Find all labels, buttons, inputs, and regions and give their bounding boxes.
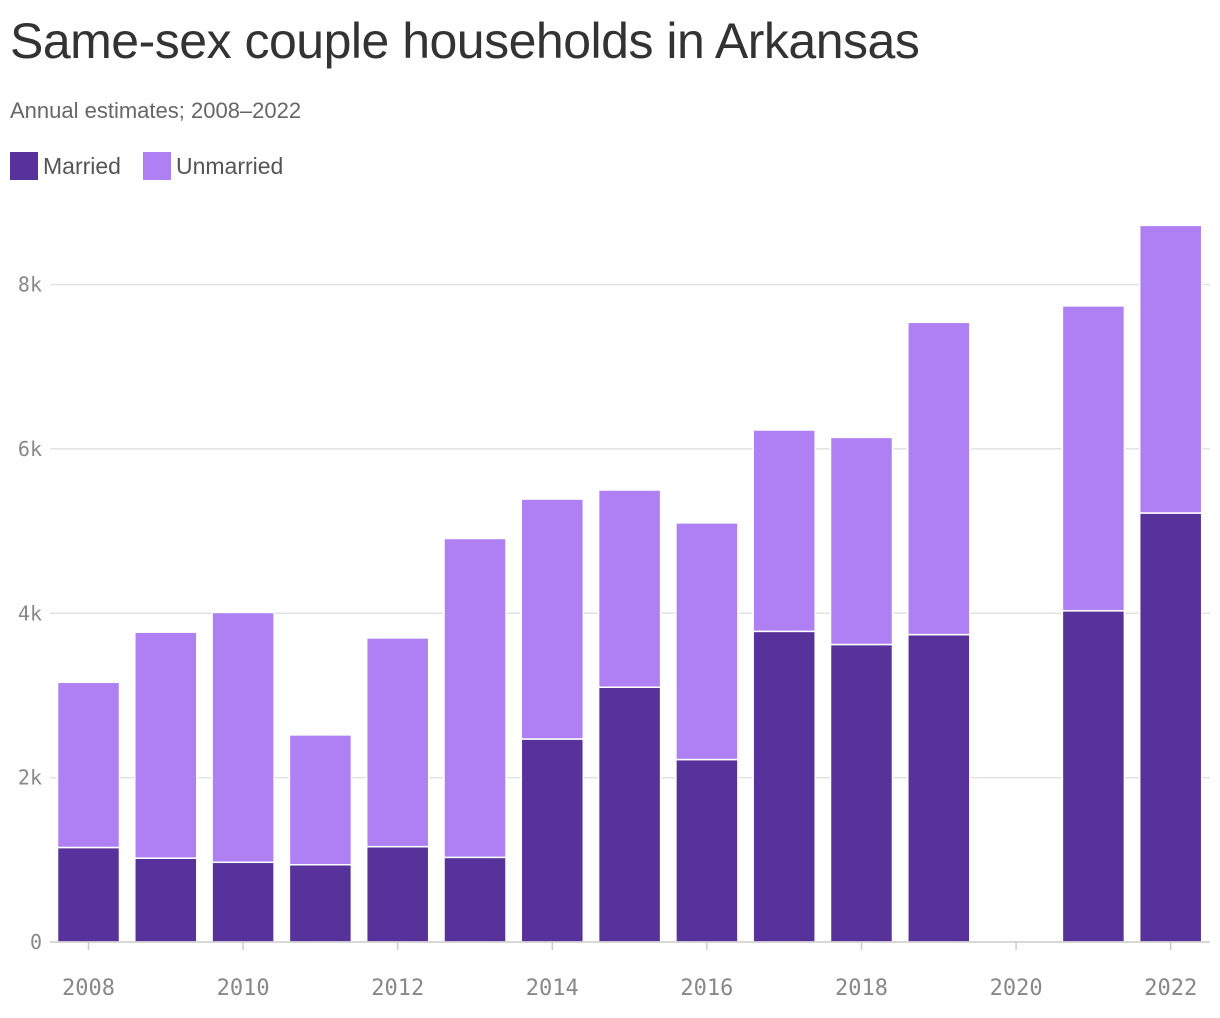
bar-married-2016 xyxy=(675,758,739,943)
legend-label-married: Married xyxy=(43,152,121,179)
bar-unmarried-2022 xyxy=(1138,224,1203,514)
bar-married-2017 xyxy=(752,630,816,943)
bar-married-2011 xyxy=(288,863,353,943)
bar-unmarried-2010 xyxy=(211,611,275,864)
y-tick-label: 4k xyxy=(18,601,42,625)
bar-married-2009 xyxy=(134,857,198,943)
bar-unmarried-2016 xyxy=(675,522,739,761)
bar-married-2013 xyxy=(443,856,507,943)
bar-unmarried-2019 xyxy=(907,321,971,636)
bar-married-2010 xyxy=(211,861,275,943)
y-tick-label: 2k xyxy=(18,766,42,790)
bar-unmarried-2014 xyxy=(520,498,585,740)
bar-unmarried-2021 xyxy=(1061,305,1126,612)
y-tick-label: 0 xyxy=(30,930,42,954)
bar-unmarried-2017 xyxy=(752,429,816,633)
chart-subtitle: Annual estimates; 2008–2022 xyxy=(10,98,302,123)
legend-label-unmarried: Unmarried xyxy=(175,152,284,179)
bar-unmarried-2008 xyxy=(56,681,121,849)
x-tick-label: 2022 xyxy=(1144,976,1197,1001)
bar-unmarried-2018 xyxy=(829,436,894,646)
bar-unmarried-2015 xyxy=(597,489,662,688)
bar-married-2018 xyxy=(829,643,894,943)
x-tick-label: 2010 xyxy=(217,976,270,1001)
bar-married-2015 xyxy=(597,686,662,943)
x-tick-label: 2016 xyxy=(680,976,733,1001)
legend-item-unmarried: Unmarried xyxy=(142,152,284,180)
bar-unmarried-2009 xyxy=(134,631,198,859)
y-tick-label: 8k xyxy=(18,273,42,297)
x-tick-label: 2012 xyxy=(371,976,424,1001)
bar-married-2012 xyxy=(365,845,430,943)
y-tick-label: 6k xyxy=(18,437,42,461)
bar-married-2022 xyxy=(1138,512,1203,943)
legend-item-married: Married xyxy=(10,152,121,180)
x-tick-label: 2018 xyxy=(835,976,888,1001)
legend-swatch-unmarried xyxy=(142,152,171,180)
bar-unmarried-2013 xyxy=(443,537,507,859)
bar-married-2008 xyxy=(56,846,121,943)
bar-unmarried-2011 xyxy=(288,734,353,866)
chart-title: Same-sex couple households in Arkansas xyxy=(10,13,920,69)
bar-married-2019 xyxy=(907,633,971,943)
x-tick-label: 2008 xyxy=(62,976,115,1001)
bar-unmarried-2012 xyxy=(365,637,430,848)
x-tick-label: 2014 xyxy=(526,976,579,1001)
legend-swatch-married xyxy=(10,152,38,180)
legend: Married Unmarried xyxy=(10,152,305,180)
bar-married-2021 xyxy=(1061,610,1126,943)
x-tick-label: 2020 xyxy=(990,976,1043,1001)
bar-married-2014 xyxy=(520,738,585,943)
